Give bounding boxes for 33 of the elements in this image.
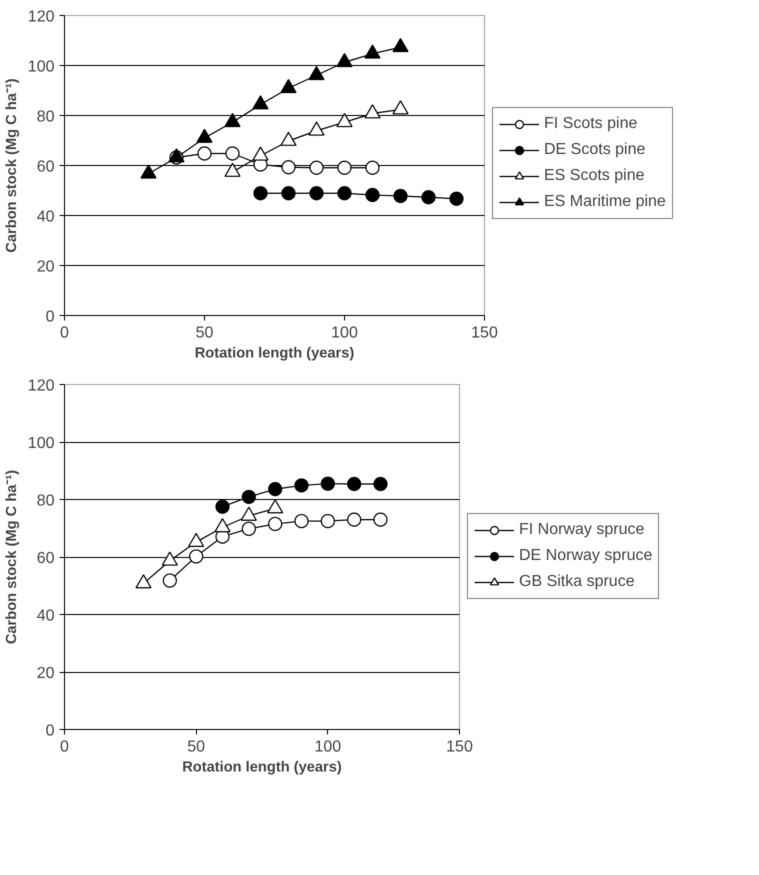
y-tick-label: 40 [36,208,55,226]
x-tick-label: 0 [60,324,70,342]
y-tick-label: 20 [36,665,55,682]
legend-label: DE Scots pine [544,141,646,159]
x-tick-label: 150 [471,324,498,342]
x-tick-label: 150 [446,738,473,756]
x-tick-label: 100 [331,324,358,342]
legend-label: ES Maritime pine [544,193,666,211]
x-axis-title: Rotation length (years) [182,760,342,776]
y-tick-label: 60 [36,158,55,176]
y-tick-label: 120 [28,8,55,26]
legend-label: GB Sitka spruce [519,573,635,591]
y-tick-label: 120 [28,378,55,394]
y-tick-label: 40 [36,608,55,624]
y-tick-label: 100 [28,58,55,76]
y-tick-label: 20 [36,258,55,276]
y-tick-label: 100 [28,435,55,452]
y-tick-label: 0 [46,308,55,326]
y-tick-label: 80 [36,492,55,510]
x-tick-label: 50 [196,324,214,342]
x-tick-label: 50 [187,738,206,756]
y-axis-title: Carbon stock (Mg C ha⁻¹) [4,78,20,253]
y-axis-title: Carbon stock (Mg C ha⁻¹) [4,470,20,644]
x-tick-label: 100 [314,738,342,756]
y-tick-label: 0 [46,722,55,740]
x-tick-label: 0 [60,738,70,756]
legend-label: ES Scots pine [544,167,644,185]
legend-label: FI Scots pine [544,115,638,133]
legend-label: DE Norway spruce [519,547,652,565]
x-axis-title: Rotation length (years) [194,346,354,362]
legend-label: FI Norway spruce [519,521,644,539]
y-tick-label: 80 [36,108,55,126]
y-tick-label: 60 [36,550,55,567]
